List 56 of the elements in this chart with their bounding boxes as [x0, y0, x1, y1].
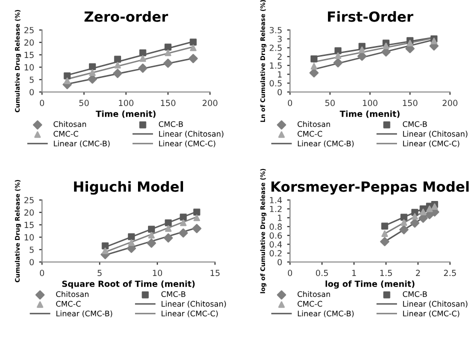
y-tick-label: 20 — [24, 39, 34, 46]
x-tick-label: 15 — [210, 270, 220, 276]
y-tick-label: 0 — [278, 88, 282, 96]
y-tick-label: 0.8 — [270, 224, 282, 230]
y-tick-label: 15 — [24, 222, 34, 228]
y-tick-label: 0.4 — [270, 241, 282, 248]
y-tick-label: 0.2 — [270, 250, 282, 256]
x-tick-label: 2.5 — [444, 270, 456, 276]
x-tick-label: 0 — [40, 100, 44, 106]
x-tick-label: 1.5 — [380, 270, 392, 276]
y-tick-label: 25 — [24, 196, 34, 204]
x-tick-label: 2 — [416, 270, 420, 276]
y-tick-label: 10 — [24, 64, 34, 70]
y-tick-label: 2.5 — [270, 44, 282, 51]
x-tick-label: 0.5 — [316, 270, 328, 276]
y-tick-label: 0 — [30, 258, 34, 266]
x-tick-label: 200 — [202, 100, 218, 106]
x-tick-label: 200 — [442, 100, 458, 106]
chart-title: Higuchi Model — [74, 181, 184, 195]
chart-title: First-Order — [328, 11, 414, 22]
x-tick-label: 5 — [98, 270, 102, 276]
x-tick-label: 150 — [402, 100, 418, 106]
x-tick-label: 10 — [152, 270, 162, 276]
x-tick-label: 0 — [288, 100, 292, 106]
x-tick-label: 50 — [325, 100, 335, 106]
y-tick-label: 5 — [30, 76, 34, 83]
chart-title: Korsmeyer-Peppas Model — [271, 181, 469, 195]
y-tick-label: 3.5 — [270, 26, 282, 34]
y-tick-label: 1 — [278, 71, 282, 78]
chart-title: Zero-order — [84, 11, 168, 22]
y-tick-label: 1.2 — [270, 206, 282, 212]
y-tick-label: 20 — [24, 209, 34, 216]
y-tick-label: 10 — [24, 234, 34, 240]
x-tick-label: 100 — [118, 100, 134, 106]
x-axis-title: Time (menit) — [340, 110, 400, 118]
x-tick-label: 0 — [288, 270, 292, 276]
x-tick-label: 50 — [79, 100, 89, 106]
y-tick-label: 1.5 — [270, 62, 282, 69]
x-tick-label: 1 — [352, 270, 356, 276]
x-axis-title: Time (menit) — [96, 110, 156, 118]
y-tick-label: 3 — [278, 36, 282, 42]
y-tick-label: 0.5 — [270, 80, 282, 86]
y-tick-label: 0 — [30, 88, 34, 96]
y-tick-label: 0 — [278, 258, 282, 266]
x-tick-label: 150 — [160, 100, 176, 106]
x-tick-label: 0 — [40, 270, 44, 276]
y-tick-label: 1 — [278, 214, 282, 221]
y-tick-label: 0.6 — [270, 232, 282, 239]
x-axis-title: log of Time (menit) — [326, 280, 414, 289]
y-tick-label: 15 — [24, 52, 34, 58]
y-tick-label: 2 — [278, 54, 282, 60]
y-tick-label: 1.4 — [270, 197, 282, 204]
y-tick-label: 5 — [30, 246, 34, 253]
x-tick-label: 100 — [362, 100, 378, 106]
y-tick-label: 25 — [24, 26, 34, 34]
x-axis-title: Square Root of Time (menit) — [62, 280, 195, 289]
